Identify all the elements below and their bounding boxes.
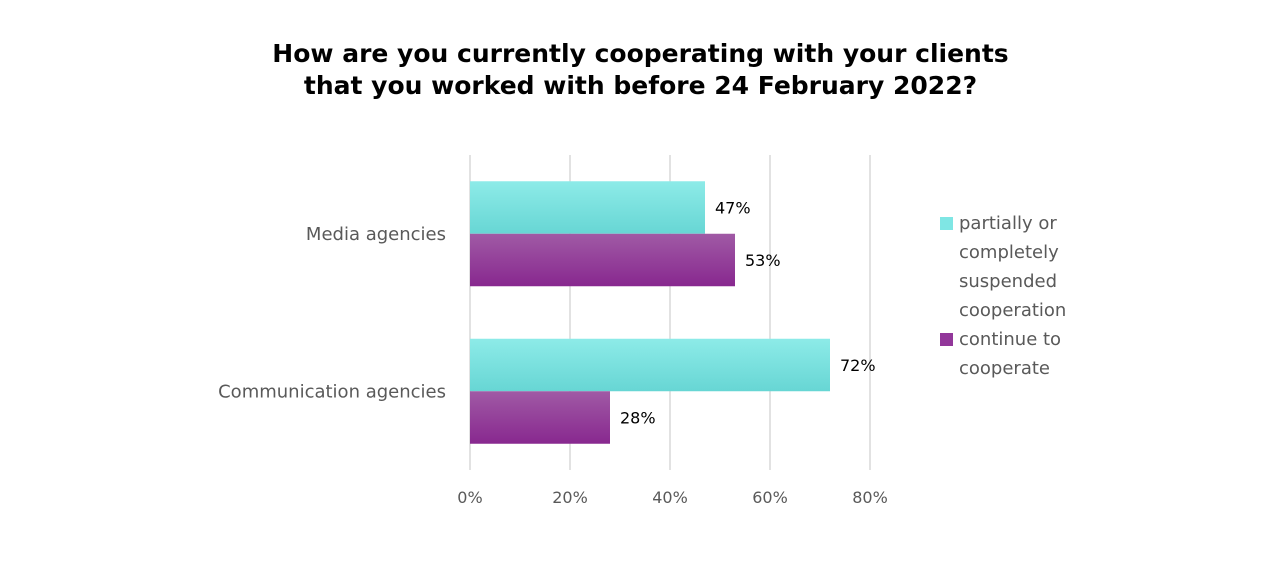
legend-label-continue: continue to cooperate <box>959 329 1062 379</box>
chart-title: How are you currently cooperating with y… <box>0 38 1281 102</box>
legend-item-continue: continue to cooperate <box>940 325 1084 383</box>
category-label: Media agencies <box>306 224 446 245</box>
x-tick-label: 40% <box>652 488 688 507</box>
x-tick-label: 20% <box>552 488 588 507</box>
title-line-2: that you worked with before 24 February … <box>303 71 978 100</box>
data-label: 72% <box>840 356 876 375</box>
bar-suspended <box>470 338 830 392</box>
legend-swatch-continue <box>940 333 953 346</box>
title-line-1: How are you currently cooperating with y… <box>272 39 1009 68</box>
x-tick-label: 0% <box>457 488 482 507</box>
x-tick-label: 60% <box>752 488 788 507</box>
legend: partially or completely suspended cooper… <box>940 209 1084 383</box>
data-label: 28% <box>620 409 656 428</box>
category-label: Communication agencies <box>218 381 446 402</box>
bar-continue <box>470 391 610 444</box>
legend-swatch-suspended <box>940 217 953 230</box>
bar-suspended <box>470 181 705 234</box>
data-label: 47% <box>715 199 751 218</box>
data-label: 53% <box>745 251 781 270</box>
legend-label-suspended: partially or completely suspended cooper… <box>959 213 1067 321</box>
bar-continue <box>470 233 735 287</box>
legend-item-suspended: partially or completely suspended cooper… <box>940 209 1084 325</box>
x-tick-label: 80% <box>852 488 888 507</box>
